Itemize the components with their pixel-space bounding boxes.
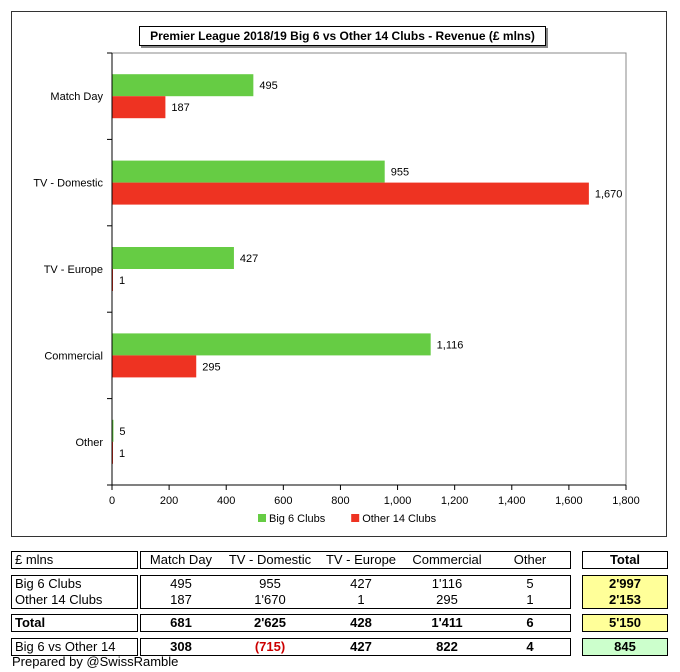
- col-header-tv-europe: TV - Europe: [325, 552, 397, 567]
- grand-total-box: [582, 614, 668, 632]
- data-label: 1,670: [595, 189, 623, 201]
- table-cell: 427: [350, 576, 372, 591]
- col-header-tv-domestic: TV - Domestic: [228, 552, 312, 567]
- total-label-box: [11, 614, 138, 632]
- x-tick-label: 1,200: [441, 495, 469, 507]
- footer-credit: Prepared by @SwissRamble: [12, 654, 179, 669]
- x-tick-label: 400: [217, 495, 235, 507]
- table-cell: 681: [170, 615, 192, 630]
- legend-swatch: [258, 514, 266, 522]
- table-cell: 5: [526, 576, 534, 591]
- table-cell: 187: [170, 592, 192, 607]
- category-label: Other: [75, 437, 103, 449]
- data-label: 295: [202, 361, 220, 373]
- x-tick-label: 1,000: [384, 495, 412, 507]
- diff-total-box: [582, 638, 668, 656]
- x-tick-label: 800: [331, 495, 349, 507]
- category-label: TV - Domestic: [33, 178, 103, 190]
- x-tick-label: 200: [160, 495, 178, 507]
- table-header-box: [140, 551, 571, 569]
- data-label: 187: [171, 102, 189, 114]
- category-label: Match Day: [50, 91, 103, 103]
- club-totals-box: [582, 575, 668, 609]
- diff-label-box: [11, 638, 138, 656]
- table-cell: 295: [436, 592, 458, 607]
- bar: [112, 355, 197, 378]
- col-header-match-day: Match Day: [149, 552, 213, 567]
- table-corner-box: [11, 551, 138, 569]
- data-label: 1,116: [437, 339, 464, 351]
- data-label: 495: [259, 80, 277, 92]
- table-cell: 822: [436, 639, 458, 654]
- row-label-diff: Big 6 vs Other 14: [15, 639, 116, 654]
- bar: [112, 74, 254, 97]
- legend-swatch: [351, 514, 360, 522]
- table-cell: 1: [357, 592, 365, 607]
- total-values-box: [140, 614, 571, 632]
- data-label: 1: [119, 275, 125, 287]
- bar: [112, 333, 431, 356]
- table-cell: 495: [170, 576, 192, 591]
- diff-values-box: [140, 638, 571, 656]
- table-cell: 1'116: [431, 576, 463, 591]
- bar: [112, 247, 234, 269]
- chart-title: Premier League 2018/19 Big 6 vs Other 14…: [139, 26, 546, 46]
- club-labels-box: [11, 575, 138, 609]
- col-header-total: Total: [609, 552, 641, 567]
- bar: [112, 96, 166, 119]
- x-tick-label: 1,400: [498, 495, 526, 507]
- table-cell: 1'670: [254, 592, 286, 607]
- bar: [112, 182, 589, 205]
- table-cell: 2'625: [253, 615, 286, 630]
- table-cell: (715): [254, 639, 286, 654]
- bar: [112, 419, 114, 442]
- legend-label: Big 6 Clubs: [269, 513, 326, 525]
- table-total-header-box: [582, 551, 668, 569]
- diff-total: 845: [614, 639, 636, 654]
- data-label: 955: [391, 167, 409, 179]
- table-cell: 1: [526, 592, 534, 607]
- big6-total: 2'997: [608, 576, 641, 591]
- table-cell: 428: [350, 615, 372, 630]
- other14-total: 2'153: [608, 592, 641, 607]
- club-values-box: [140, 575, 571, 609]
- data-label: 1: [119, 448, 125, 460]
- bar: [112, 160, 385, 183]
- data-label: 427: [240, 253, 258, 265]
- data-label: 5: [119, 426, 125, 438]
- col-header-other: Other: [513, 552, 547, 567]
- table-cell: 4: [526, 639, 534, 654]
- legend-label: Other 14 Clubs: [362, 513, 436, 525]
- row-label-total: Total: [15, 615, 46, 630]
- category-label: TV - Europe: [44, 264, 103, 276]
- col-header-commercial: Commercial: [412, 552, 482, 567]
- x-tick-label: 1,600: [555, 495, 583, 507]
- table-cell: 308: [170, 639, 192, 654]
- table-cell: 1'411: [431, 615, 463, 630]
- bar-chart: Match Day 495 187 TV - Domestic 955 1,670 TV -…: [33, 52, 640, 525]
- table-cell: 427: [350, 639, 372, 654]
- x-tick-label: 600: [274, 495, 292, 507]
- grand-total: 5'150: [608, 615, 641, 630]
- row-label-other14: Other 14 Clubs: [15, 592, 103, 607]
- table-cell: 955: [259, 576, 281, 591]
- category-label: Commercial: [44, 350, 103, 362]
- row-label-big6: Big 6 Clubs: [15, 576, 82, 591]
- table-corner-label: £ mlns: [15, 552, 54, 567]
- table-cell: 6: [526, 615, 534, 630]
- x-tick-label: 1,800: [612, 495, 640, 507]
- x-tick-label: 0: [109, 495, 115, 507]
